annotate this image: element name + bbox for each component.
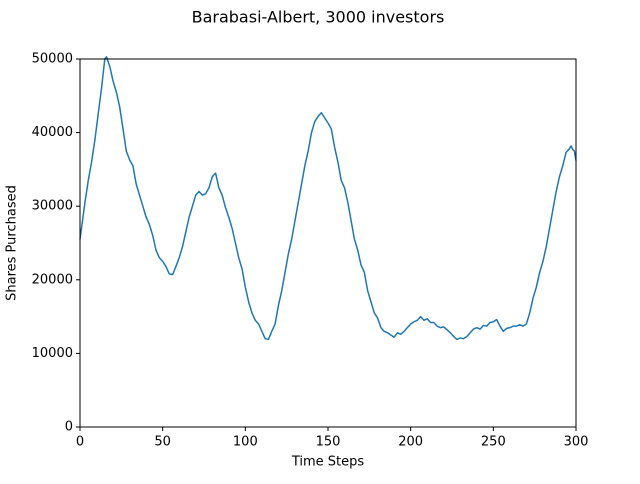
y-tick-label: 0: [65, 420, 73, 435]
x-tick-label: 50: [154, 435, 171, 450]
y-axis-label: Shares Purchased: [5, 185, 20, 301]
x-tick-label: 200: [398, 435, 423, 450]
y-tick-label: 20000: [32, 272, 73, 287]
x-tick-label: 250: [481, 435, 506, 450]
data-line: [79, 56, 577, 341]
chart-title: Barabasi-Albert, 3000 investors: [192, 8, 445, 27]
y-tick-label: 10000: [32, 346, 73, 361]
x-tick-label: 100: [233, 435, 258, 450]
x-tick-label: 300: [564, 435, 589, 450]
y-tick-label: 50000: [32, 52, 73, 67]
y-tick-label: 30000: [32, 199, 73, 214]
plot-frame: [79, 58, 577, 428]
y-tick-label: 40000: [32, 125, 73, 140]
x-axis-label: Time Steps: [291, 455, 365, 470]
x-tick-label: 150: [316, 435, 341, 450]
x-tick-label: 0: [76, 435, 84, 450]
